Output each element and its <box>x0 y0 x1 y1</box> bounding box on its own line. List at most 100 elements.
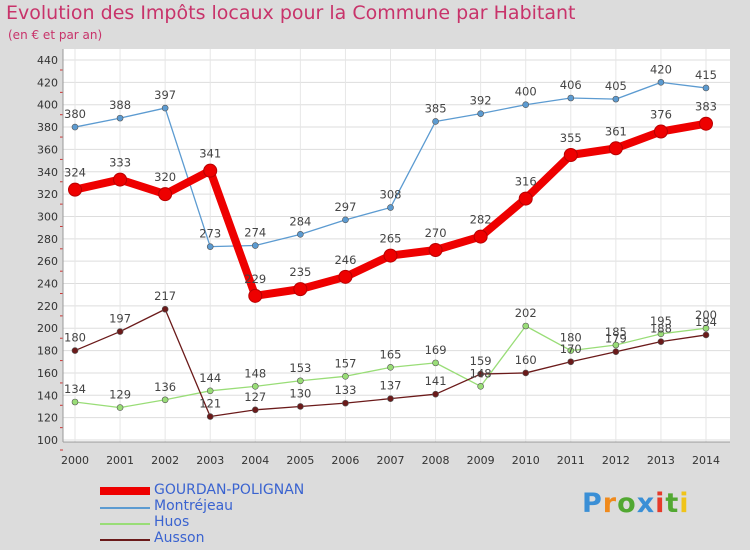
data-label-huos: 144 <box>199 371 221 385</box>
data-point-huos <box>297 377 304 385</box>
data-label-ausson: 159 <box>470 354 492 368</box>
data-point-montrejeau <box>161 104 169 112</box>
data-label-gourdan-polignan: 246 <box>334 253 356 267</box>
data-point-ausson <box>432 390 439 398</box>
data-label-huos: 169 <box>425 343 447 357</box>
data-point-huos <box>522 322 530 330</box>
data-point-ausson <box>71 347 79 354</box>
data-label-huos: 185 <box>605 325 627 339</box>
data-label-gourdan-polignan: 361 <box>605 124 627 138</box>
legend-swatch-huos <box>100 523 150 525</box>
data-point-gourdan-polignan <box>158 187 173 202</box>
data-point-gourdan-polignan <box>113 172 128 187</box>
data-label-gourdan-polignan: 282 <box>470 213 492 227</box>
y-tick-label: 100 <box>37 434 58 447</box>
y-tick-label: 220 <box>37 300 58 313</box>
legend-swatch-gourdan-polignan <box>100 487 150 495</box>
data-point-huos <box>477 383 484 390</box>
y-tick-label: 280 <box>37 233 58 246</box>
data-point-montrejeau <box>116 114 124 122</box>
y-tick-label: 260 <box>37 255 58 268</box>
y-tick-label: 320 <box>37 188 58 201</box>
x-tick-label: 2007 <box>377 454 405 467</box>
legend-label-montrejeau: Montréjeau <box>154 498 234 514</box>
plot-area <box>63 49 730 442</box>
data-label-gourdan-polignan: 376 <box>650 108 672 122</box>
data-point-montrejeau <box>612 95 620 103</box>
legend-swatch-ausson <box>100 539 150 541</box>
data-label-huos: 180 <box>560 331 582 345</box>
data-label-huos: 200 <box>695 308 717 322</box>
x-tick-label: 2008 <box>422 454 450 467</box>
data-label-ausson: 127 <box>244 390 266 404</box>
data-label-montrejeau: 380 <box>64 107 86 121</box>
data-label-gourdan-polignan: 265 <box>380 232 402 246</box>
data-point-huos <box>116 404 124 411</box>
data-point-ausson <box>206 413 214 420</box>
x-tick-label: 2002 <box>151 454 179 467</box>
data-point-gourdan-polignan <box>428 243 443 257</box>
chart-subtitle: (en € et par an) <box>8 28 103 42</box>
data-label-ausson: 133 <box>334 383 356 397</box>
data-point-huos <box>71 398 79 406</box>
x-tick-label: 2006 <box>331 454 359 467</box>
legend-label-ausson: Ausson <box>154 530 205 546</box>
y-tick-label: 380 <box>37 121 58 134</box>
y-tick-label: 340 <box>37 166 58 179</box>
data-point-gourdan-polignan <box>473 229 488 244</box>
x-tick-label: 2012 <box>602 454 630 467</box>
data-label-montrejeau: 406 <box>560 78 582 92</box>
legend-item-montrejeau: Montréjeau <box>100 498 400 516</box>
data-label-ausson: 160 <box>515 353 537 367</box>
y-tick-label: 440 <box>37 54 58 67</box>
data-label-gourdan-polignan: 324 <box>64 166 86 180</box>
data-point-huos <box>702 324 710 332</box>
legend-swatch-montrejeau <box>100 507 150 509</box>
data-label-montrejeau: 297 <box>334 200 356 214</box>
data-label-huos: 134 <box>64 382 86 396</box>
data-label-montrejeau: 400 <box>515 85 537 99</box>
data-label-montrejeau: 392 <box>470 94 492 108</box>
data-point-gourdan-polignan <box>248 288 263 303</box>
data-label-ausson: 194 <box>695 315 717 329</box>
legend-item-ausson: Ausson <box>100 530 400 548</box>
data-label-ausson: 188 <box>650 322 672 336</box>
data-point-montrejeau <box>206 243 214 250</box>
data-label-ausson: 180 <box>64 331 86 345</box>
legend-item-gourdan-polignan: GOURDAN-POLIGNAN <box>100 482 400 500</box>
y-tick-label: 240 <box>37 278 58 291</box>
legend-label-huos: Huos <box>154 514 190 530</box>
data-point-ausson <box>522 369 530 377</box>
data-label-gourdan-polignan: 229 <box>244 272 266 286</box>
data-point-montrejeau <box>297 231 304 238</box>
data-point-huos <box>657 330 665 338</box>
data-point-montrejeau <box>522 101 530 109</box>
data-point-ausson <box>387 395 394 402</box>
data-point-ausson <box>702 331 710 339</box>
data-point-huos <box>251 383 259 390</box>
data-label-gourdan-polignan: 316 <box>515 175 537 189</box>
data-point-gourdan-polignan <box>338 269 353 284</box>
x-tick-label: 2011 <box>557 454 585 467</box>
data-point-huos <box>161 396 169 404</box>
y-tick-label: 420 <box>37 76 58 89</box>
data-label-huos: 153 <box>289 361 311 375</box>
data-point-ausson <box>116 328 124 335</box>
data-label-gourdan-polignan: 333 <box>109 156 131 170</box>
x-tick-label: 2004 <box>241 454 269 467</box>
data-point-huos <box>206 387 214 395</box>
data-label-montrejeau: 385 <box>425 101 447 115</box>
data-label-gourdan-polignan: 383 <box>695 100 717 114</box>
data-point-ausson <box>477 370 484 378</box>
data-point-gourdan-polignan <box>203 163 218 178</box>
data-label-montrejeau: 308 <box>380 188 402 202</box>
data-point-ausson <box>251 406 259 414</box>
data-point-huos <box>387 364 394 371</box>
data-point-montrejeau <box>387 204 394 211</box>
data-point-huos <box>342 372 349 380</box>
data-point-huos <box>567 347 575 354</box>
data-point-huos <box>612 341 620 349</box>
data-label-montrejeau: 415 <box>695 68 717 82</box>
data-label-gourdan-polignan: 341 <box>199 147 221 161</box>
